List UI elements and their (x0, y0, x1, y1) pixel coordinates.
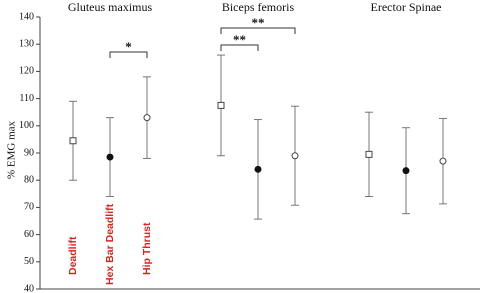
marker (254, 165, 262, 173)
significance-label: ** (252, 15, 265, 30)
y-axis-label: % EMG max (6, 120, 18, 179)
marker (217, 101, 225, 109)
y-tick-label: 50 (24, 256, 34, 267)
y-tick-label: 120 (19, 66, 34, 77)
marker (365, 150, 373, 158)
marker (291, 152, 299, 160)
marker (402, 167, 410, 175)
group-title: Gluteus maximus (68, 0, 153, 14)
series-label: Hex Bar Deadlift (104, 203, 116, 285)
y-tick-label: 60 (24, 229, 34, 240)
significance-bracket (220, 27, 296, 34)
marker (439, 157, 447, 165)
series-label: Deadlift (67, 236, 79, 275)
y-tick-label: 70 (24, 202, 34, 213)
marker (69, 137, 77, 145)
y-tick-label: 130 (19, 38, 34, 49)
group-title: Erector Spinae (371, 0, 442, 14)
series-label: Hip Thrust (141, 222, 153, 275)
marker (143, 114, 151, 122)
significance-bracket (220, 44, 259, 51)
y-tick-label: 140 (19, 11, 34, 22)
y-tick-label: 90 (24, 147, 34, 158)
significance-label: ** (233, 32, 246, 47)
y-tick-label: 80 (24, 174, 34, 185)
group-title: Biceps femoris (222, 0, 295, 14)
marker (106, 153, 114, 161)
y-tick-label: 110 (19, 93, 34, 104)
significance-label: * (125, 39, 132, 54)
y-tick-label: 100 (19, 120, 34, 131)
y-tick-label: 40 (24, 283, 34, 293)
significance-bracket (109, 51, 148, 58)
